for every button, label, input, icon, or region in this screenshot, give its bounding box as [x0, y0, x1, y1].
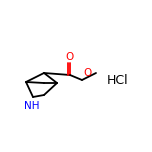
Text: NH: NH [24, 101, 40, 111]
Text: O: O [83, 68, 91, 78]
Text: O: O [66, 52, 74, 62]
Text: HCl: HCl [107, 74, 129, 86]
